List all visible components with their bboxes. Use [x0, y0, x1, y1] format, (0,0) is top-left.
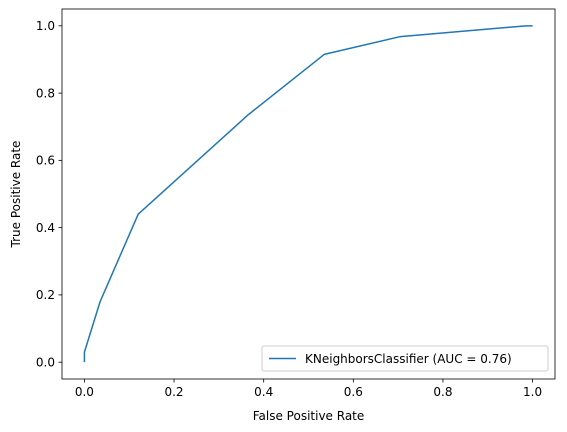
y-axis-label: True Positive Rate	[9, 141, 23, 249]
y-tick-label: 0.2	[36, 288, 55, 302]
legend-box	[261, 345, 549, 372]
x-axis-ticks: 0.0 0.2 0.4 0.6 0.8 1.0	[75, 379, 542, 399]
x-tick-label: 0.2	[164, 385, 183, 399]
x-axis-label: False Positive Rate	[253, 409, 365, 423]
y-tick-label: 0.8	[36, 86, 55, 100]
x-tick-label: 0.8	[433, 385, 452, 399]
series-line-0	[83, 25, 533, 363]
y-tick-label: 0.0	[36, 355, 55, 369]
x-tick-label: 0.0	[75, 385, 94, 399]
y-tick-label: 1.0	[36, 19, 55, 33]
axes-frame	[61, 8, 556, 380]
plot-area	[83, 25, 533, 363]
legend-label: KNeighborsClassifier (AUC = 0.76)	[305, 352, 512, 366]
x-tick-label: 0.4	[254, 385, 273, 399]
x-tick-label: 1.0	[523, 385, 542, 399]
y-tick-label: 0.6	[36, 154, 55, 168]
y-axis-ticks: 0.0 0.2 0.4 0.6 0.8 1.0	[36, 19, 62, 369]
x-tick-label: 0.6	[344, 385, 363, 399]
legend: KNeighborsClassifier (AUC = 0.76)	[261, 345, 549, 372]
y-tick-label: 0.4	[36, 221, 55, 235]
